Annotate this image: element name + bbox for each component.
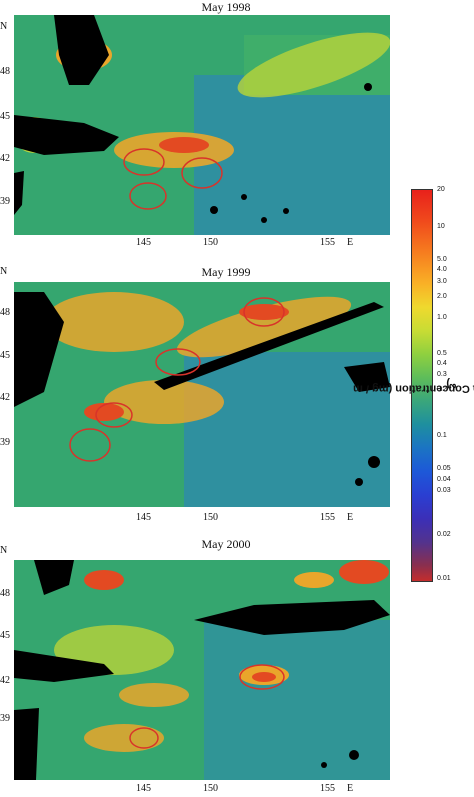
colorbar-tick: 0.01 [437,575,451,582]
lat-label: 39 [0,437,10,448]
lat-label: N [0,545,8,556]
lat-label: N [0,21,8,32]
map-2000 [14,560,390,780]
colorbar-tick: 10 [437,223,445,230]
panel-3-title: May 2000 [201,537,251,551]
lon-label: 150 [203,783,218,794]
colorbar-tick: 0.04 [437,476,451,483]
lat-label: 42 [0,153,10,164]
lat-label: 45 [0,350,10,361]
lat-label: 48 [0,307,10,318]
map-1999 [14,282,390,507]
colorbar-tick: 0.5 [437,350,447,357]
lat-label: 42 [0,675,10,686]
lat-label: 39 [0,713,10,724]
lat-label: N [0,266,8,277]
lon-label: E [347,237,354,248]
lon-label: 145 [136,783,151,794]
colorbar-tick: 0.4 [437,360,447,367]
colorbar-tick: 0.05 [437,465,451,472]
colorbar-tick: 2.0 [437,293,447,300]
lat-label: 48 [0,66,10,77]
lat-label: 39 [0,196,10,207]
chlorophyll-map-2000 [14,560,390,780]
map-1998 [14,15,390,235]
lon-label: 145 [136,512,151,523]
panel-1-title: May 1998 [201,0,251,14]
colorbar-tick: 20 [437,186,445,193]
lon-label: 145 [136,237,151,248]
lon-label: E [347,783,354,794]
lat-label: 45 [0,630,10,641]
colorbar-tick: 0.03 [437,487,451,494]
colorbar-tick: 3.0 [437,278,447,285]
colorbar-tick: 5.0 [437,256,447,263]
colorbar-tick: 4.0 [437,266,447,273]
chlorophyll-map-1999 [14,282,390,507]
lon-label: 150 [203,237,218,248]
panel-2-title: May 1999 [201,265,251,279]
lon-label: 150 [203,512,218,523]
lon-label: E [347,512,354,523]
lat-label: 48 [0,588,10,599]
colorbar-tick: 1.0 [437,314,447,321]
lat-label: 42 [0,392,10,403]
colorbar-tick: 0.02 [437,531,451,538]
lon-label: 155 [320,237,335,248]
colorbar-tick: 0.1 [437,432,447,439]
colorbar-tick: 0.3 [437,371,447,378]
lon-label: 155 [320,783,335,794]
lat-label: 45 [0,111,10,122]
colorbar-tick: 0.2 [437,386,447,393]
lon-label: 155 [320,512,335,523]
chlorophyll-map-1998 [14,15,390,235]
colorbar [411,189,433,582]
